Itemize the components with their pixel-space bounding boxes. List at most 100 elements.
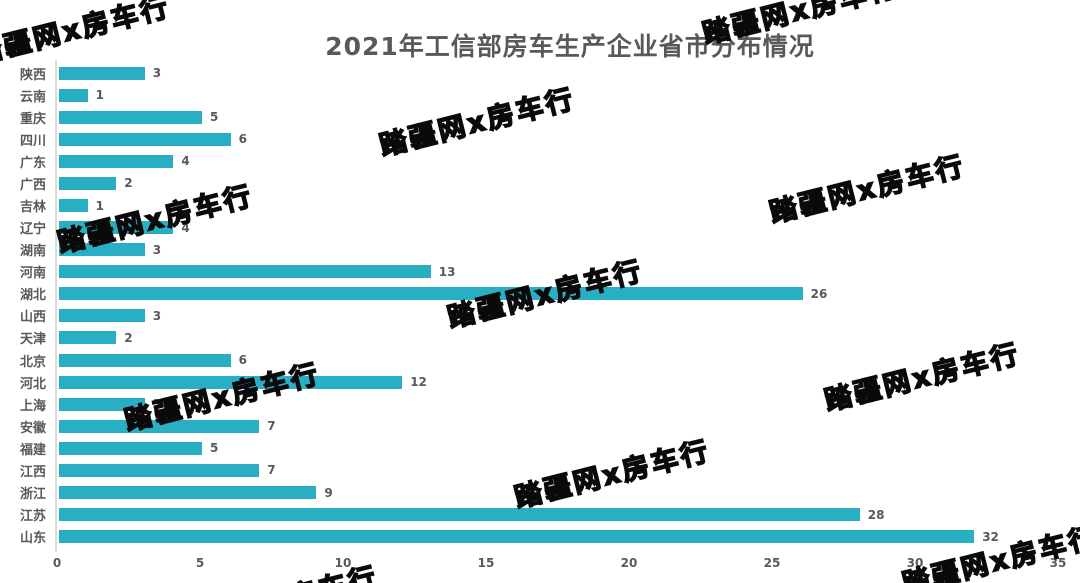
- bar: [59, 221, 174, 235]
- value-label: 32: [982, 529, 999, 544]
- category-label: 陕西: [19, 67, 46, 83]
- bar: [59, 66, 145, 80]
- bar: [59, 199, 88, 212]
- bar: [59, 331, 117, 345]
- bar: [59, 88, 88, 102]
- bar: [59, 530, 975, 544]
- bar-row: 山西 3: [0, 305, 1080, 327]
- category-label: 重庆: [19, 111, 46, 127]
- bar: [59, 287, 803, 301]
- bar-row: 广东 4: [0, 150, 1080, 172]
- value-label: 2: [124, 176, 133, 191]
- category-label: 广东: [19, 155, 46, 171]
- category-label: 天津: [19, 332, 46, 348]
- bar: [59, 243, 145, 257]
- x-axis-tick-label: 15: [477, 556, 495, 570]
- bar-row: 安徽 7: [0, 415, 1080, 437]
- value-label: 6: [238, 353, 247, 368]
- value-label: 9: [324, 485, 333, 500]
- value-label: 4: [181, 154, 190, 169]
- value-label: 12: [410, 375, 427, 390]
- category-label: 北京: [19, 354, 46, 370]
- category-label: 湖北: [19, 288, 46, 304]
- x-axis-tick-label: 5: [195, 556, 205, 570]
- value-label: 3: [152, 397, 162, 412]
- bar-row: 北京 6: [0, 349, 1080, 371]
- bar: [59, 375, 403, 389]
- bar-row: 河南 13: [0, 261, 1080, 283]
- category-label: 山东: [19, 531, 46, 547]
- value-label: 3: [152, 66, 162, 81]
- bar-row: 陕西 3: [0, 62, 1080, 84]
- bar-row: 湖南 3: [0, 239, 1080, 261]
- value-label: 7: [267, 463, 276, 478]
- x-axis-tick-label: 25: [763, 556, 781, 570]
- bar: [59, 176, 117, 190]
- bar: [59, 265, 431, 279]
- bar-row: 吉林 1: [0, 194, 1080, 216]
- value-label: 28: [867, 507, 885, 522]
- x-axis-tick-label: 0: [52, 556, 62, 570]
- category-label: 四川: [19, 133, 46, 149]
- bar-row: 四川 6: [0, 128, 1080, 150]
- value-label: 1: [95, 88, 104, 103]
- bar: [59, 154, 174, 168]
- bar-row: 上海 3: [0, 393, 1080, 415]
- bar-row: 江苏 28: [0, 504, 1080, 526]
- bar-row: 云南 1: [0, 84, 1080, 106]
- bar: [59, 397, 145, 411]
- bar: [59, 486, 317, 500]
- category-label: 福建: [19, 442, 46, 458]
- category-label: 辽宁: [19, 222, 46, 238]
- x-axis: 0 5 10 15 20 25 30 35: [0, 556, 1080, 578]
- category-label: 上海: [19, 398, 46, 414]
- value-label: 26: [810, 286, 828, 301]
- category-label: 河南: [19, 266, 46, 282]
- category-label: 山西: [19, 310, 46, 326]
- bar-row: 山东 32: [0, 526, 1080, 548]
- value-label: 13: [438, 264, 456, 279]
- bar-row: 江西 7: [0, 459, 1080, 481]
- category-label: 云南: [19, 89, 46, 105]
- x-axis-tick-label: 10: [334, 556, 352, 570]
- x-axis-tick-label: 20: [620, 556, 638, 570]
- bar: [59, 132, 231, 146]
- bar: [59, 508, 860, 522]
- y-axis-line: [55, 60, 57, 552]
- value-label: 6: [238, 132, 247, 147]
- category-label: 河北: [19, 376, 46, 392]
- bar-row: 广西 2: [0, 172, 1080, 194]
- bar-row: 浙江 9: [0, 481, 1080, 503]
- bar: [59, 463, 260, 477]
- category-label: 江苏: [19, 509, 46, 525]
- value-label: 3: [152, 308, 162, 323]
- chart-title: 2021年工信部房车生产企业省市分布情况: [325, 32, 815, 61]
- bar-row: 河北 12: [0, 371, 1080, 393]
- category-label: 安徽: [19, 420, 46, 436]
- bar-chart: 陕西 3 云南 1 重庆 5 四川 6 广东 4 广西 2 吉林 1 辽宁 4 湖南 3 河南 13 湖北 26 山西 3 天津…: [0, 62, 1080, 548]
- bar: [59, 309, 145, 323]
- x-axis-tick-label: 35: [1049, 556, 1067, 570]
- category-label: 湖南: [19, 244, 46, 260]
- value-label: 5: [210, 110, 219, 125]
- bar: [59, 419, 260, 433]
- bar-row: 天津 2: [0, 327, 1080, 349]
- x-axis-tick-label: 30: [906, 556, 924, 570]
- category-label: 吉林: [19, 200, 46, 215]
- bar-row: 重庆 5: [0, 106, 1080, 128]
- bar: [59, 441, 202, 455]
- category-label: 江西: [19, 464, 46, 480]
- bar-row: 辽宁 4: [0, 217, 1080, 239]
- value-label: 2: [124, 330, 133, 345]
- value-label: 3: [152, 242, 162, 257]
- bar: [59, 110, 202, 124]
- bar: [59, 353, 231, 367]
- value-label: 7: [267, 419, 276, 434]
- bar-row: 福建 5: [0, 437, 1080, 459]
- value-label: 5: [210, 441, 219, 456]
- bar-row: 湖北 26: [0, 283, 1080, 305]
- value-label: 4: [181, 220, 190, 235]
- category-label: 浙江: [19, 487, 46, 503]
- value-label: 1: [95, 198, 104, 213]
